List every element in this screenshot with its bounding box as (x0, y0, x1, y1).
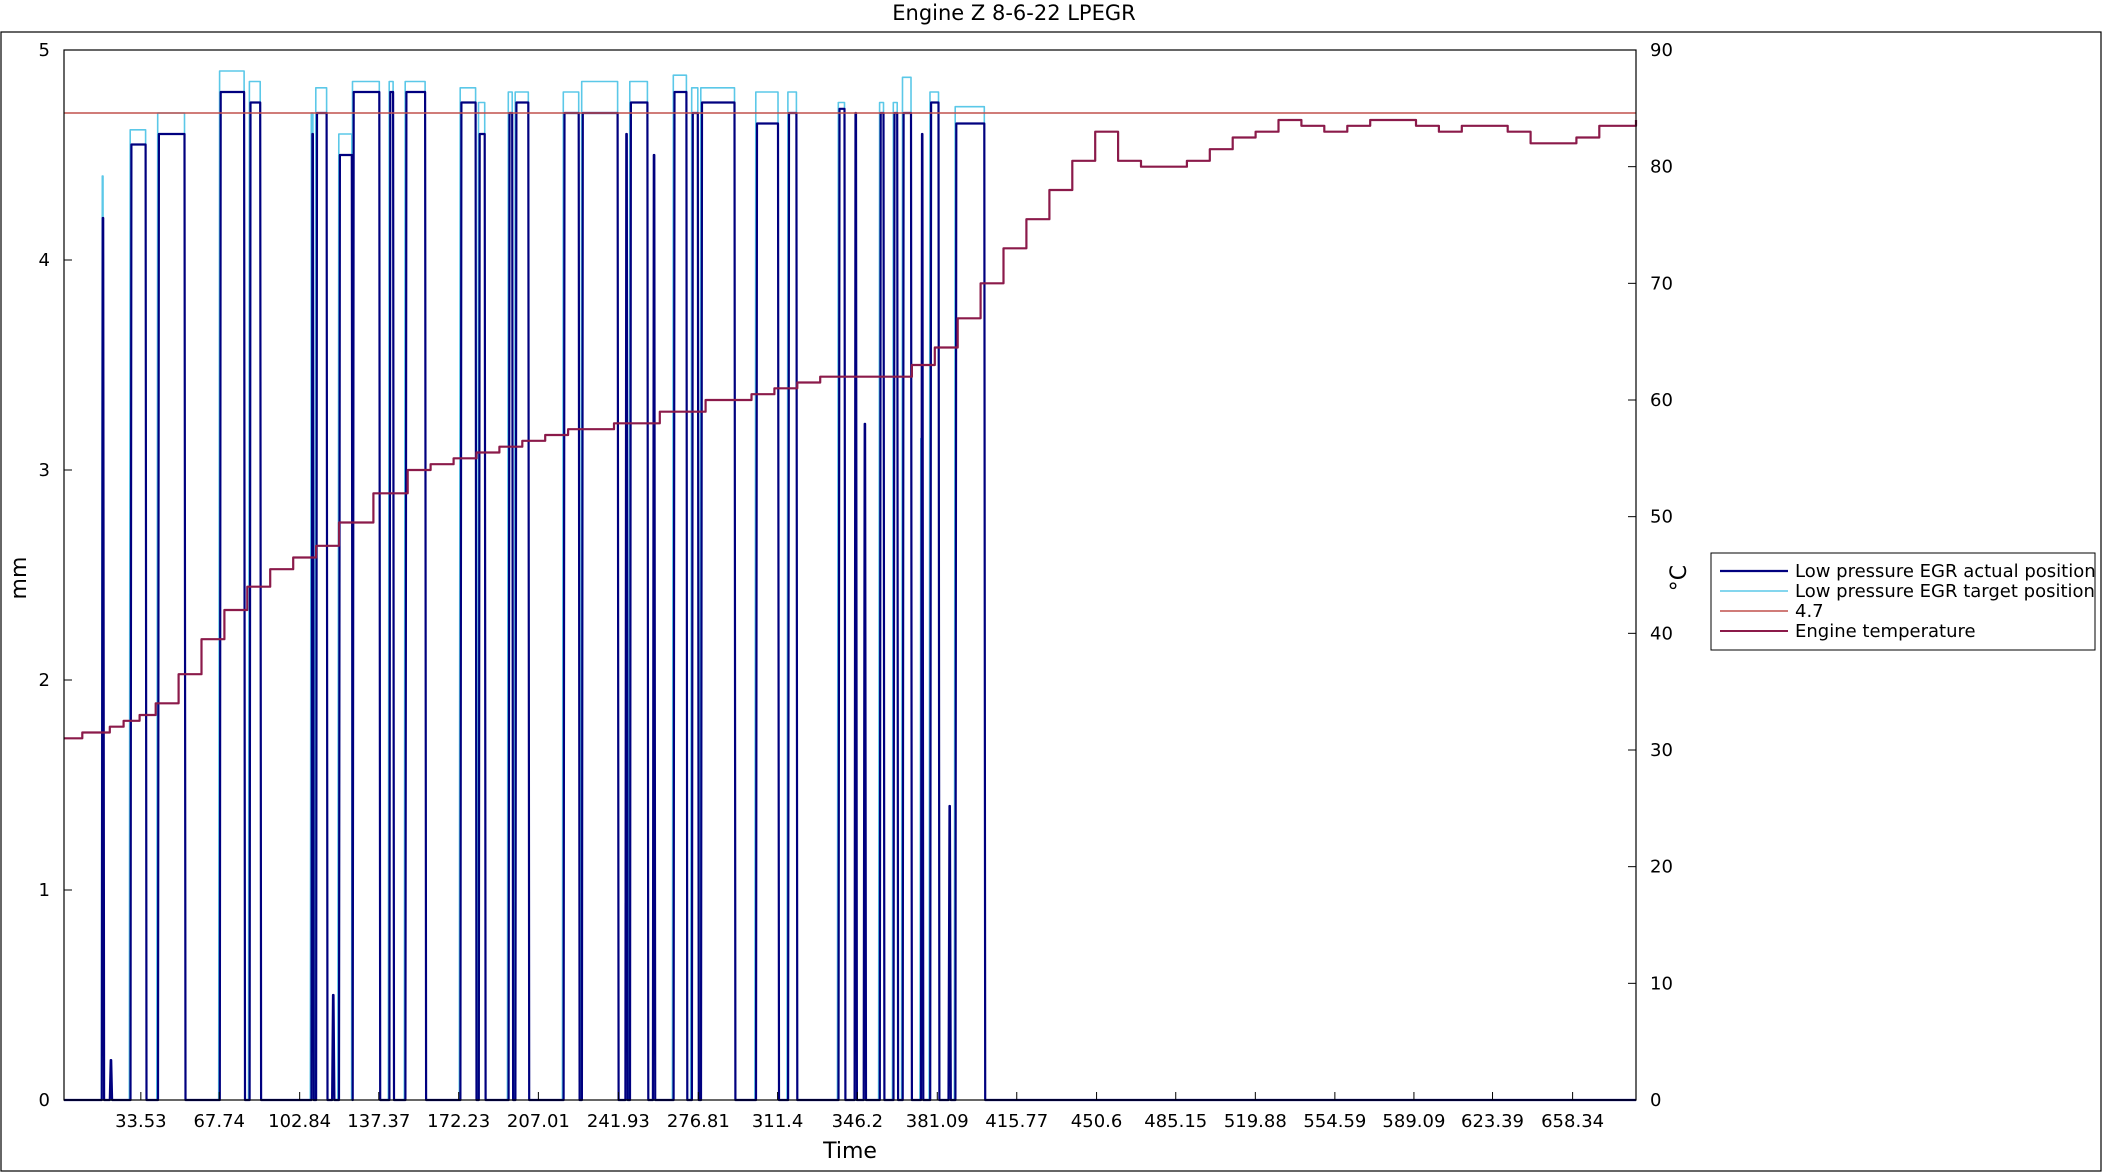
chart-title: Engine Z 8-6-22 LPEGR (892, 1, 1135, 25)
x-tick-label: 311.4 (752, 1111, 804, 1132)
plot-frame (63, 49, 1637, 1101)
series-line-engine-temperature (64, 118, 1638, 740)
left-y-tick-label: 4 (39, 250, 50, 271)
x-tick-label: 415.77 (985, 1111, 1048, 1132)
legend: Low pressure EGR actual position Low pre… (1710, 552, 2096, 651)
x-tick-label: 589.09 (1382, 1111, 1445, 1132)
x-tick-label: 33.53 (115, 1111, 167, 1132)
x-tick-label: 381.09 (906, 1111, 969, 1132)
left-y-tick-label: 3 (39, 460, 50, 481)
x-axis-label: Time (822, 1139, 877, 1164)
right-y-tick-label: 50 (1650, 507, 1673, 528)
x-tick-label: 67.74 (193, 1111, 245, 1132)
x-tick-label: 554.59 (1303, 1111, 1366, 1132)
left-y-tick-label: 2 (39, 670, 50, 691)
legend-label-target: Low pressure EGR target position (1795, 581, 2095, 602)
x-axis: 33.53 67.74 102.84 137.37 172.23 207.01 241.93… (115, 1092, 1604, 1132)
right-y-tick-label: 20 (1650, 857, 1673, 878)
x-tick-label: 276.81 (667, 1111, 730, 1132)
right-y-tick-label: 0 (1650, 1090, 1661, 1111)
x-tick-label: 207.01 (507, 1111, 570, 1132)
right-y-tick-label: 70 (1650, 273, 1673, 294)
left-y-axis: 0 1 2 3 4 5 (39, 40, 72, 1111)
right-y-tick-label: 90 (1650, 40, 1673, 61)
series-line-actual-position (64, 90, 1636, 1102)
figure-border (0, 31, 2102, 1172)
series-line-target-position (64, 70, 1636, 1101)
x-tick-label: 346.2 (832, 1111, 884, 1132)
x-tick-label: 450.6 (1071, 1111, 1123, 1132)
left-y-axis-label: mm (7, 557, 32, 600)
legend-box (1710, 552, 2096, 651)
legend-label-actual: Low pressure EGR actual position (1795, 561, 2096, 582)
x-tick-label: 172.23 (427, 1111, 490, 1132)
left-y-tick-label: 0 (39, 1090, 50, 1111)
x-tick-label: 241.93 (587, 1111, 650, 1132)
x-tick-label: 485.15 (1144, 1111, 1207, 1132)
right-y-axis: 0 10 20 30 40 50 60 70 80 90 (1628, 40, 1673, 1111)
right-y-tick-label: 80 (1650, 157, 1673, 178)
right-y-tick-label: 10 (1650, 973, 1673, 994)
right-y-axis-label: °C (1667, 565, 1692, 591)
right-y-tick-label: 30 (1650, 740, 1673, 761)
x-tick-label: 623.39 (1461, 1111, 1524, 1132)
x-tick-label: 658.34 (1541, 1111, 1604, 1132)
legend-label-threshold: 4.7 (1795, 601, 1824, 622)
left-y-tick-label: 5 (39, 40, 50, 61)
legend-label-temperature: Engine temperature (1795, 621, 1976, 642)
x-tick-label: 137.37 (347, 1111, 410, 1132)
x-tick-label: 102.84 (268, 1111, 331, 1132)
left-y-tick-label: 1 (39, 880, 50, 901)
right-y-tick-label: 40 (1650, 623, 1673, 644)
right-y-tick-label: 60 (1650, 390, 1673, 411)
plot-area (64, 70, 1638, 1102)
x-tick-label: 519.88 (1224, 1111, 1287, 1132)
